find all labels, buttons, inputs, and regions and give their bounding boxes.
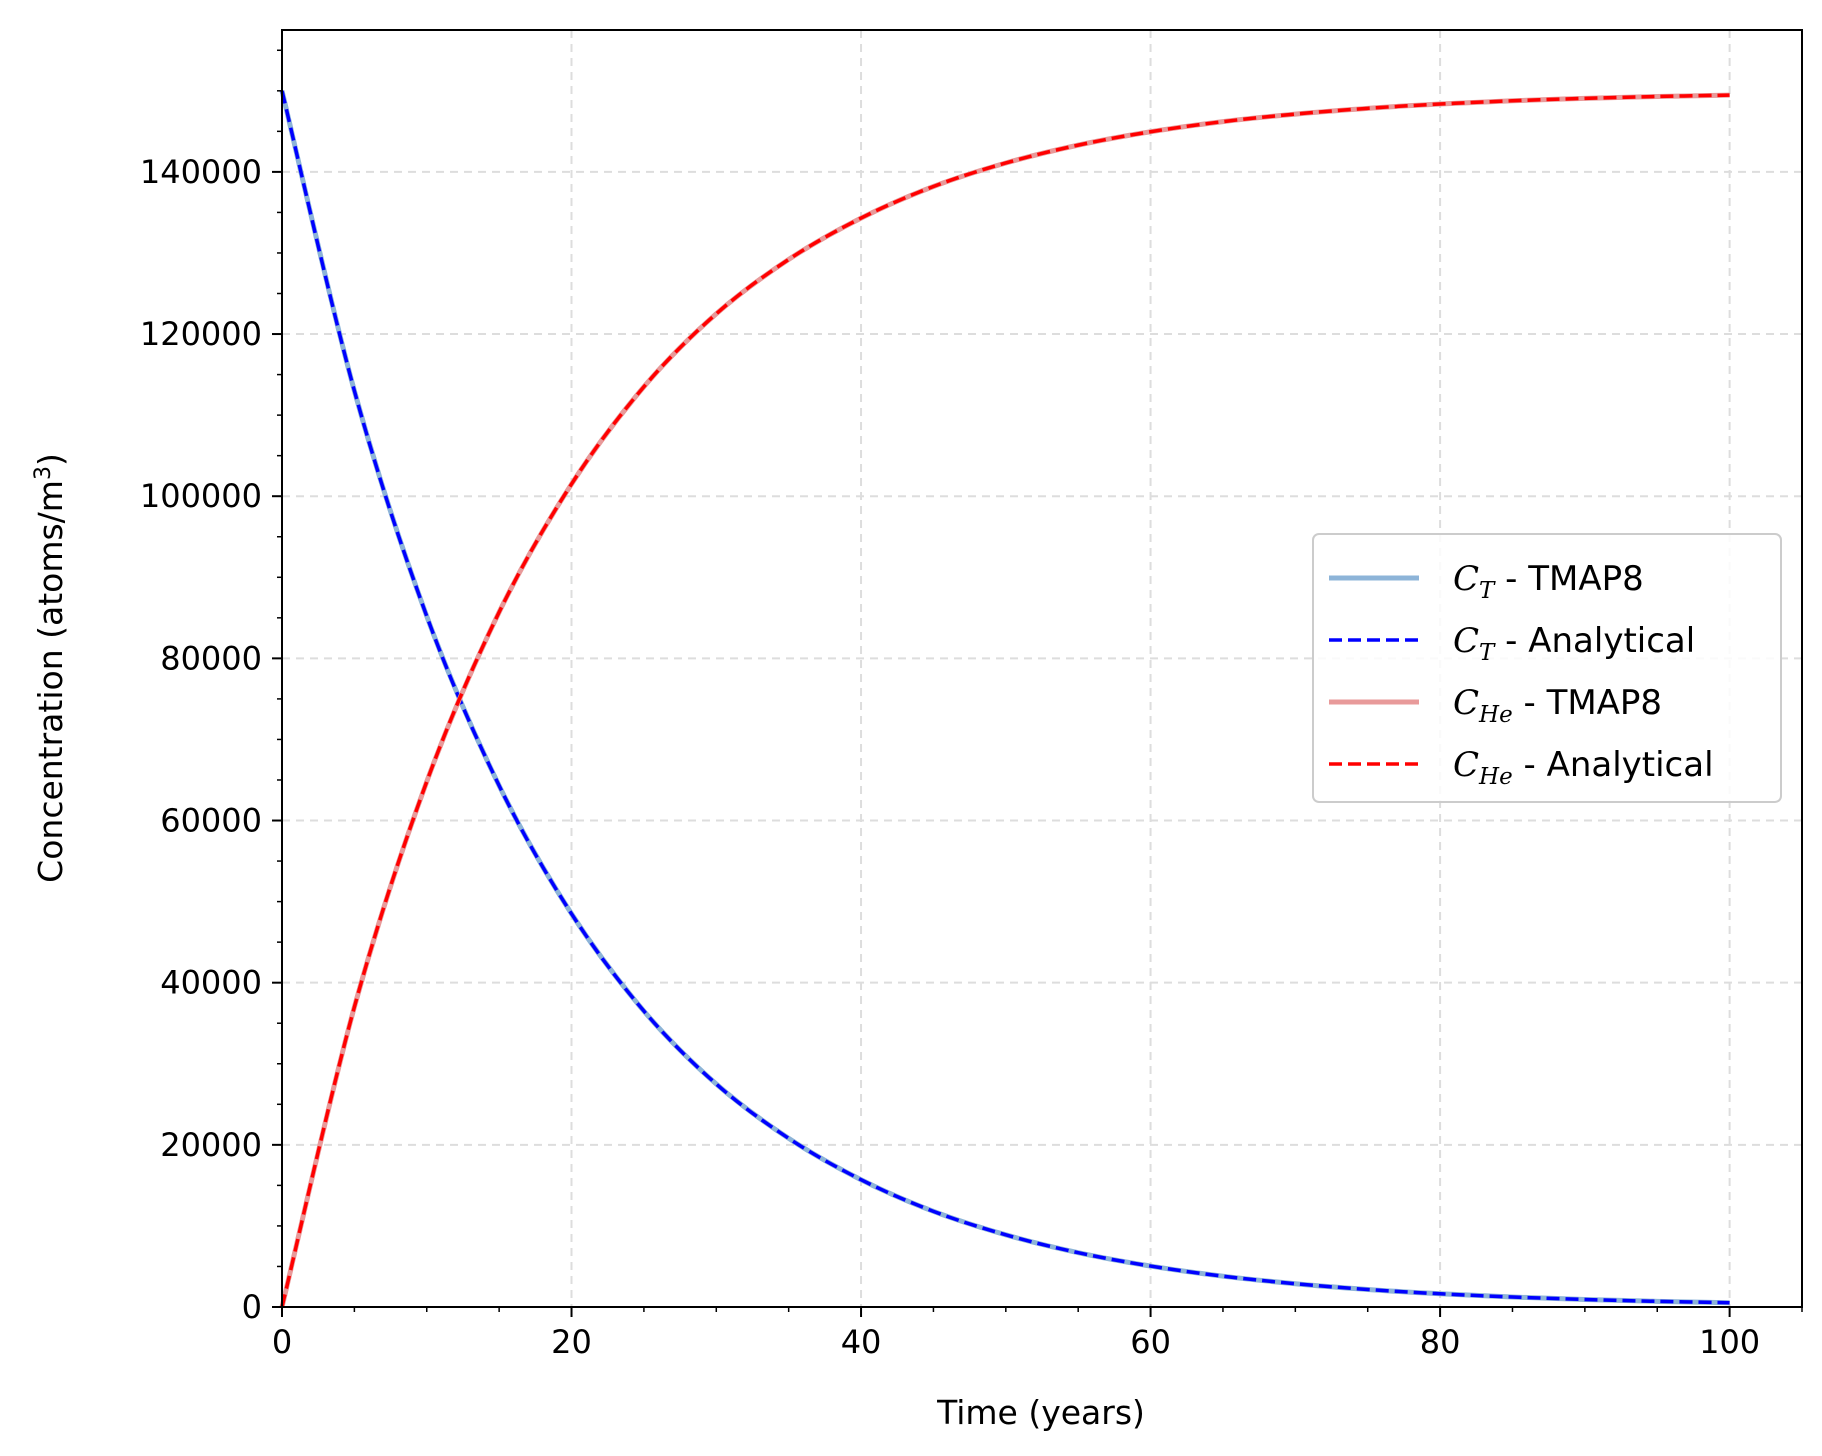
y-axis-title-close: ) <box>31 453 70 466</box>
legend-symbol: C <box>1453 559 1479 599</box>
x-axis-title: Time (years) <box>936 1393 1145 1432</box>
legend-label-2: CHe - TMAP8 <box>1453 683 1662 728</box>
series-line-1 <box>280 90 1730 1305</box>
axis-ticks: 0 20 40 60 80 100 0 20000 40000 60000 80000 100000 1… <box>140 49 1803 1361</box>
legend-symbol: C <box>1453 683 1479 723</box>
series-line-3 <box>280 93 1730 1308</box>
legend-symbol: C <box>1453 745 1479 785</box>
y-tick-label: 40000 <box>160 964 262 1002</box>
y-axis-title-main: Concentration (atoms/m <box>31 480 70 883</box>
legend-suffix: - Analytical <box>1494 621 1695 661</box>
y-axis-title: Concentration (atoms/m3) <box>31 453 70 883</box>
y-tick-label: 120000 <box>140 315 262 353</box>
y-tick-label: 60000 <box>160 802 262 840</box>
legend-label-3: CHe - Analytical <box>1453 745 1714 790</box>
legend-symbol: C <box>1453 621 1479 661</box>
x-tick-label: 100 <box>1699 1323 1760 1361</box>
legend-subscript: T <box>1479 640 1496 666</box>
grid <box>281 30 1802 1308</box>
y-axis-title-exponent: 3 <box>31 466 56 480</box>
plot-frame <box>281 29 1803 1308</box>
x-tick-label: 80 <box>1420 1323 1461 1361</box>
y-tick-label: 80000 <box>160 639 262 677</box>
legend-label-1: CT - Analytical <box>1453 621 1695 666</box>
x-tick-label: 60 <box>1130 1323 1171 1361</box>
legend-subscript: T <box>1479 578 1496 604</box>
legend-box <box>1312 533 1782 803</box>
legend-suffix: - TMAP8 <box>1494 559 1643 599</box>
y-tick-label: 20000 <box>160 1126 262 1164</box>
y-tick-label: 140000 <box>140 153 262 191</box>
x-tick-label: 0 <box>272 1323 292 1361</box>
x-tick-label: 20 <box>551 1323 592 1361</box>
legend-subscript: He <box>1478 702 1513 728</box>
legend-subscript: He <box>1478 764 1513 790</box>
legend-suffix: - Analytical <box>1513 745 1714 785</box>
plot-lines <box>279 90 1730 1308</box>
y-tick-label: 100000 <box>140 477 262 515</box>
y-tick-label: 0 <box>242 1288 262 1326</box>
x-tick-label: 40 <box>841 1323 882 1361</box>
legend-label-0: CT - TMAP8 <box>1453 559 1644 604</box>
legend-suffix: - TMAP8 <box>1513 683 1662 723</box>
